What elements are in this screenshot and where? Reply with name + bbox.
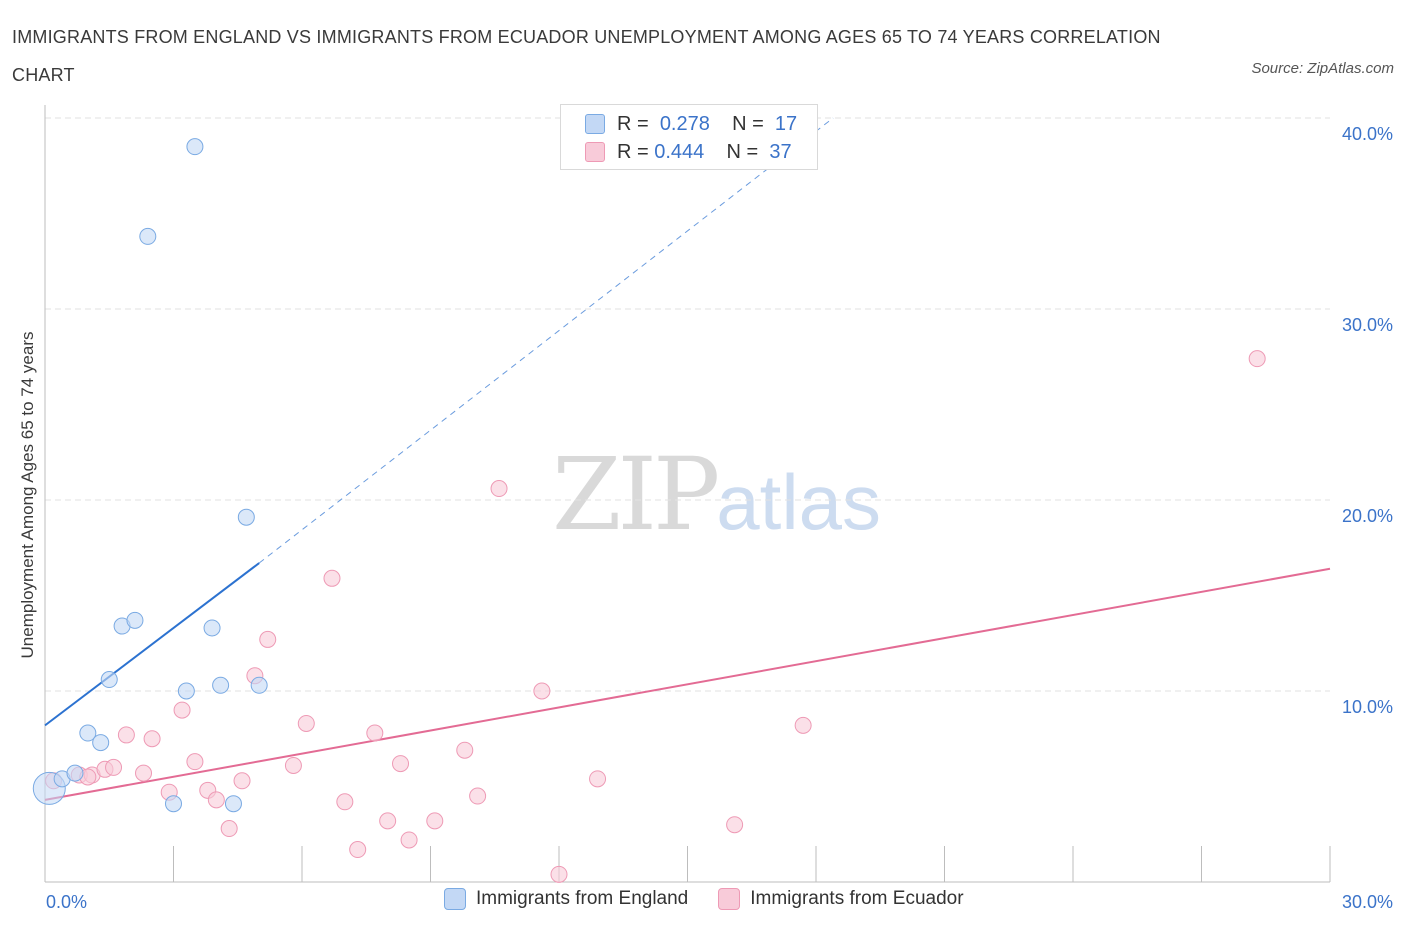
ecuador-point <box>726 816 744 834</box>
england-point <box>250 676 268 694</box>
legend-n-label: N = <box>726 140 759 163</box>
ecuador-point <box>469 787 487 805</box>
ecuador-point <box>490 480 508 498</box>
legend-row-ecuador: R = 0.444 N = 37 <box>585 138 792 166</box>
ecuador-point <box>135 764 153 782</box>
england-trend-line <box>44 562 260 727</box>
england-point <box>126 611 144 629</box>
legend-swatch-ecuador <box>585 142 605 162</box>
legend-item-ecuador[interactable]: Immigrants from Ecuador <box>718 888 964 910</box>
legend-label-ecuador: Immigrants from Ecuador <box>750 888 964 909</box>
ecuador-point <box>297 714 315 732</box>
england-point <box>203 619 221 637</box>
ecuador-trend-line <box>44 567 1331 801</box>
legend-r-value-england: 0.278 <box>659 112 710 135</box>
ecuador-point <box>259 630 277 648</box>
ecuador-point <box>392 755 410 773</box>
england-point <box>212 676 230 694</box>
ecuador-point <box>379 812 397 830</box>
points-layer <box>32 138 1266 883</box>
legend-row-england: R = 0.278 N = 17 <box>585 110 797 138</box>
y-tick-label: 30.0% <box>1342 315 1393 335</box>
legend-swatch-england <box>444 888 466 910</box>
y-tick-label: 40.0% <box>1342 124 1393 144</box>
england-trend-extension <box>258 117 834 564</box>
legend-r-label: R = <box>617 112 649 135</box>
ecuador-point <box>117 726 135 744</box>
legend-r-label: R = <box>617 140 649 163</box>
ecuador-point <box>284 756 302 774</box>
ecuador-point <box>589 770 607 788</box>
chart-title: IMMIGRANTS FROM ENGLAND VS IMMIGRANTS FR… <box>12 27 1161 85</box>
watermark-atlas: atlas <box>716 458 882 546</box>
ecuador-point <box>220 820 238 838</box>
x-tick-label: 30.0% <box>1342 892 1393 912</box>
ecuador-point <box>186 753 204 771</box>
grid-layer <box>45 117 1330 692</box>
england-point <box>237 508 255 526</box>
ecuador-point <box>233 772 251 790</box>
ecuador-point <box>143 730 161 748</box>
stats-legend: R = 0.278 N = 17 R = 0.444 N = 37 <box>560 104 818 170</box>
england-point <box>177 682 195 700</box>
england-point <box>92 734 110 752</box>
ecuador-point <box>456 741 474 759</box>
ecuador-point <box>1248 350 1266 368</box>
ecuador-point <box>349 841 367 859</box>
legend-n-label: N = <box>732 112 764 135</box>
england-point <box>139 227 157 245</box>
legend-n-value-ecuador: 37 <box>769 140 792 163</box>
watermark-zip: ZIP <box>552 436 720 553</box>
ecuador-point <box>366 724 384 742</box>
x-tick-label: 0.0% <box>46 892 87 912</box>
legend-r-value-ecuador: 0.444 <box>654 140 705 163</box>
legend-n-value-england: 17 <box>774 112 798 135</box>
watermark: ZIPatlas <box>552 436 881 553</box>
y-tick-label: 10.0% <box>1342 697 1393 717</box>
ecuador-point <box>533 682 551 700</box>
ecuador-point <box>550 865 568 883</box>
england-point <box>224 795 242 813</box>
source-note: Source: ZipAtlas.com <box>1251 60 1394 77</box>
ecuador-point <box>207 791 225 809</box>
england-point <box>186 138 204 156</box>
legend-item-england[interactable]: Immigrants from England <box>444 888 688 910</box>
ecuador-point <box>323 569 341 587</box>
y-tick-label: 20.0% <box>1342 506 1393 526</box>
ecuador-point <box>426 812 444 830</box>
series-legend: Immigrants from England Immigrants from … <box>444 888 994 910</box>
trend-layer <box>44 117 1331 801</box>
ecuador-point <box>173 701 191 719</box>
england-point <box>79 724 97 742</box>
ecuador-point <box>400 831 418 849</box>
ecuador-point <box>105 758 123 776</box>
ecuador-point <box>336 793 354 811</box>
england-point <box>100 671 118 689</box>
legend-swatch-england <box>585 114 605 134</box>
ecuador-point <box>794 716 812 734</box>
england-point <box>66 764 84 782</box>
legend-label-england: Immigrants from England <box>476 888 689 909</box>
tick-label-layer: 10.0% 20.0% 30.0% 40.0% 0.0% 30.0% <box>46 124 1393 912</box>
legend-swatch-ecuador <box>718 888 741 910</box>
england-point <box>165 795 182 813</box>
